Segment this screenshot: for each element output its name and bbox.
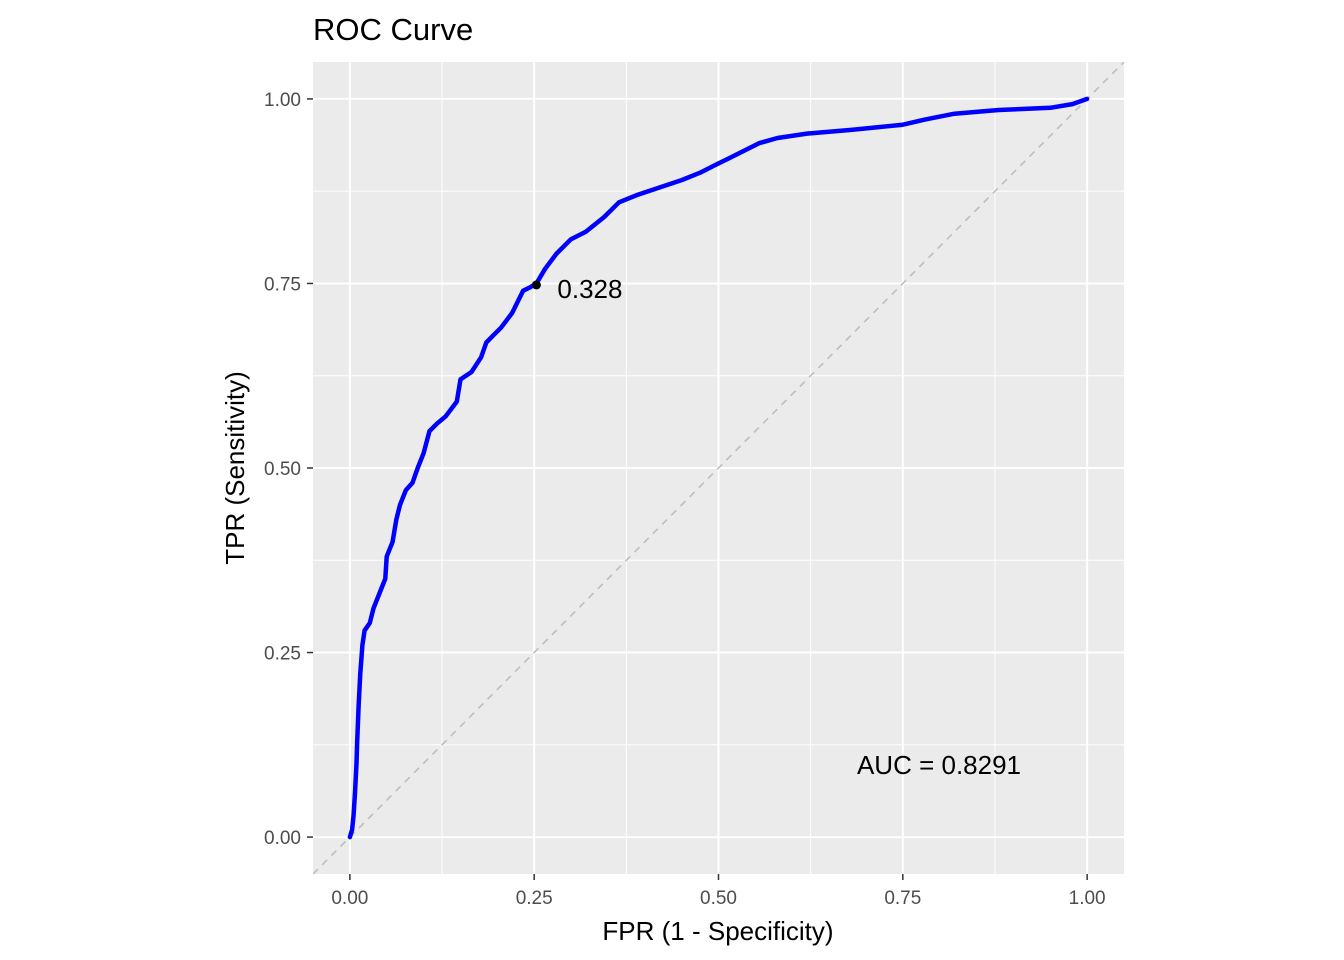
highlight-layer: 0.328 [531, 274, 622, 304]
threshold-label: 0.328 [557, 274, 622, 304]
roc-curve-line [347, 96, 1090, 840]
series-layer [347, 96, 1090, 840]
reference-line-layer [313, 62, 1124, 874]
x-tick-label: 0.75 [884, 888, 921, 909]
y-tick-label: 0.50 [264, 459, 301, 480]
y-tick-label: 0.25 [264, 644, 301, 665]
x-tick-label: 0.00 [331, 888, 368, 909]
y-axis-title: TPR (Sensitivity) [220, 371, 250, 565]
chart-title: ROC Curve [313, 12, 473, 47]
x-tick-label: 0.25 [516, 888, 553, 909]
optimal-threshold-point [531, 280, 541, 290]
y-tick-label: 1.00 [264, 90, 301, 111]
x-tick-label: 1.00 [1069, 888, 1106, 909]
y-tick-label: 0.00 [264, 828, 301, 849]
reference-diagonal-line [313, 62, 1124, 874]
x-tick-label: 0.50 [700, 888, 737, 909]
auc-annotation: AUC = 0.8291 [857, 750, 1021, 780]
y-axis-ticks: 0.00 0.25 0.50 0.75 1.00 [264, 90, 313, 849]
x-axis-title: FPR (1 - Specificity) [602, 916, 833, 946]
y-tick-label: 0.75 [264, 274, 301, 295]
x-axis-ticks: 0.00 0.25 0.50 0.75 1.00 [331, 874, 1106, 909]
